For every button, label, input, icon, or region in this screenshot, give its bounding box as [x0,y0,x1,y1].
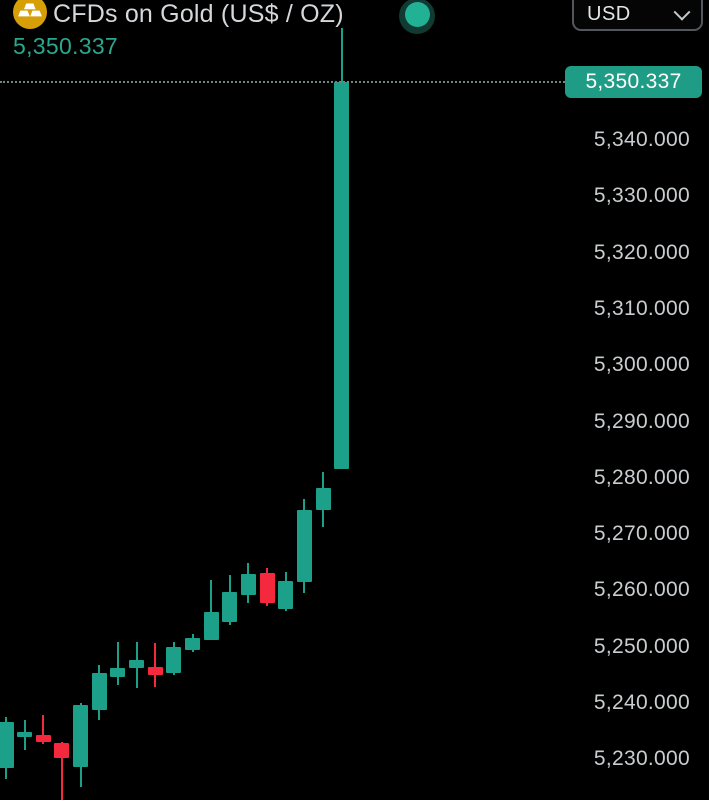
current-price-line [0,80,565,83]
market-status-dot-icon [405,2,430,27]
current-price-label: 5,350.337 [565,65,702,98]
currency-selector-value: USD [587,3,631,25]
candle-body [259,572,275,603]
candlestick-chart[interactable] [0,0,565,800]
candle-wick [116,642,119,685]
current-price-label-text: 5,350.337 [585,69,682,93]
candle-body [166,647,182,674]
candle-wick [42,714,45,745]
currency-selector[interactable]: USD [572,0,703,31]
price-tick-label: 5,300.000 [593,353,690,377]
price-tick-label: 5,230.000 [593,747,690,771]
candle-body [91,673,107,710]
price-tick-label: 5,310.000 [593,296,690,320]
price-tick-label: 5,330.000 [593,184,690,208]
price-tick-label: 5,290.000 [593,409,690,433]
price-tick-label: 5,320.000 [593,240,690,264]
price-tick-label: 5,250.000 [593,634,690,658]
price-tick-label: 5,280.000 [593,465,690,489]
instrument-title: CFDs on Gold (US$ / OZ) [53,0,344,28]
candle-body [129,660,144,669]
candle-body [334,81,350,469]
candle-body [240,574,256,595]
candle-body [73,705,89,768]
candle-body [35,735,51,742]
price-tick-label: 5,240.000 [593,691,690,714]
candle-body [203,611,219,640]
candle-body [315,487,331,510]
candle-wick [210,579,213,640]
candle-body [54,743,70,759]
candle-body [147,667,163,675]
candle-body [278,580,294,609]
candle-body [110,668,126,678]
candle-wick [154,642,157,687]
candle-body [17,731,33,737]
header-last-price: 5,350.337 [13,33,119,59]
candle-body [296,509,312,582]
price-tick-label: 5,340.000 [593,128,690,151]
candle-wick [60,742,63,800]
price-axis[interactable]: 5,340.000 5,330.000 5,320.000 5,310.000 5,30… [565,0,709,800]
candle-body [185,638,200,651]
gold-bars-icon [13,0,47,29]
chevron-down-icon [673,3,691,21]
price-tick-label: 5,260.000 [593,578,690,602]
candle-body [0,721,14,768]
price-tick-label: 5,270.000 [593,522,690,546]
candle-body [222,592,238,622]
